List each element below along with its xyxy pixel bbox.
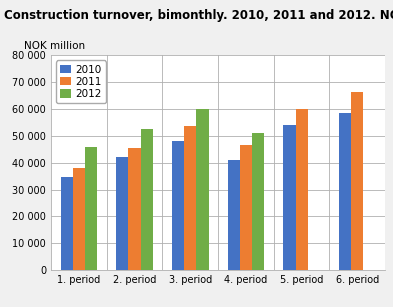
Legend: 2010, 2011, 2012: 2010, 2011, 2012 [56,60,106,103]
Bar [73,168,85,270]
Bar [141,129,153,270]
Bar [252,133,264,270]
Bar [296,109,308,270]
Text: Construction turnover, bimonthly. 2010, 2011 and 2012. NOK million: Construction turnover, bimonthly. 2010, … [4,9,393,22]
Bar [172,141,184,270]
Bar [196,109,209,270]
Bar [61,177,73,270]
Bar [85,147,97,270]
Bar [351,91,364,270]
Bar [184,126,196,270]
Bar [129,148,141,270]
Bar [283,125,296,270]
Text: NOK million: NOK million [24,41,86,51]
Bar [228,160,240,270]
Bar [339,113,351,270]
Bar [116,157,129,270]
Bar [240,145,252,270]
